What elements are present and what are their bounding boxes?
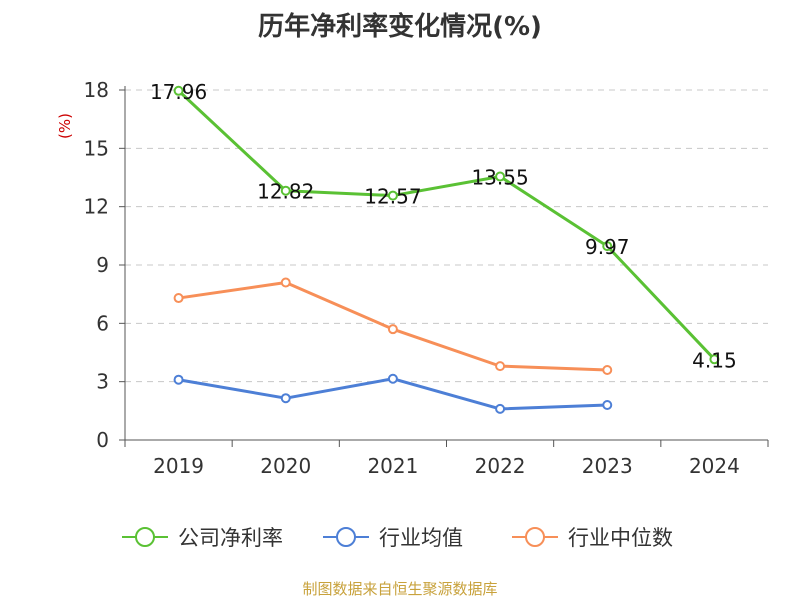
chart-title: 历年净利率变化情况(%) [258,12,542,42]
data-point [173,85,184,96]
data-point [280,277,291,288]
source-note: 制图数据来自恒生聚源数据库 [302,580,498,598]
series-lines [173,85,720,414]
legend-item-2[interactable]: 行业中位数 [512,526,673,550]
series-line-0 [177,89,716,361]
legend-label: 行业中位数 [568,526,673,550]
x-tick-label: 2024 [689,454,740,478]
data-point [602,241,613,252]
y-tick-label: 0 [96,428,109,452]
data-point [602,400,613,410]
data-point [602,365,613,375]
x-tick-label: 2020 [260,454,311,478]
data-label: 17.96 [150,80,207,104]
axes: 0 3 6 9 12 15 18 2019 2020 2021 2022 2023 2024 (%) [56,78,769,478]
y-tick-label: 6 [96,311,109,335]
legend-marker [135,527,155,547]
data-point [173,293,184,304]
y-tick-label: 15 [84,136,109,160]
data-labels: 17.96 12.82 12.57 13.55 9.97 4.15 [150,80,737,373]
y-tick-label: 9 [96,253,109,277]
legend-item-1[interactable]: 行业均值 [323,526,463,550]
data-point [280,393,291,404]
data-label: 12.57 [364,185,421,209]
x-tick-label: 2021 [367,454,418,478]
data-point [709,354,720,365]
data-point [387,324,398,335]
data-point [495,171,506,182]
data-point [280,185,291,196]
legend-marker [336,527,356,547]
data-label: 12.82 [257,180,314,204]
y-tick-label: 18 [84,78,109,102]
legend[interactable]: 公司净利率 行业均值 行业中位数 [122,526,673,550]
x-tick-label: 2022 [475,454,526,478]
data-label: 9.97 [585,235,630,259]
data-point [173,374,184,385]
legend-marker [525,527,545,547]
legend-item-0[interactable]: 公司净利率 [122,526,283,550]
y-tick-label: 3 [96,370,109,394]
data-point [387,373,398,384]
data-point [495,403,506,414]
legend-label: 行业均值 [379,526,463,550]
x-tick-label: 2019 [153,454,204,478]
y-tick-label: 12 [84,195,109,219]
data-point [387,190,398,201]
data-label: 13.55 [471,166,528,190]
data-label: 4.15 [692,348,737,372]
legend-label: 公司净利率 [178,526,283,550]
x-tick-label: 2023 [582,454,633,478]
data-point [495,361,506,372]
grid-lines [125,89,768,383]
y-axis-label: (%) [56,113,74,139]
